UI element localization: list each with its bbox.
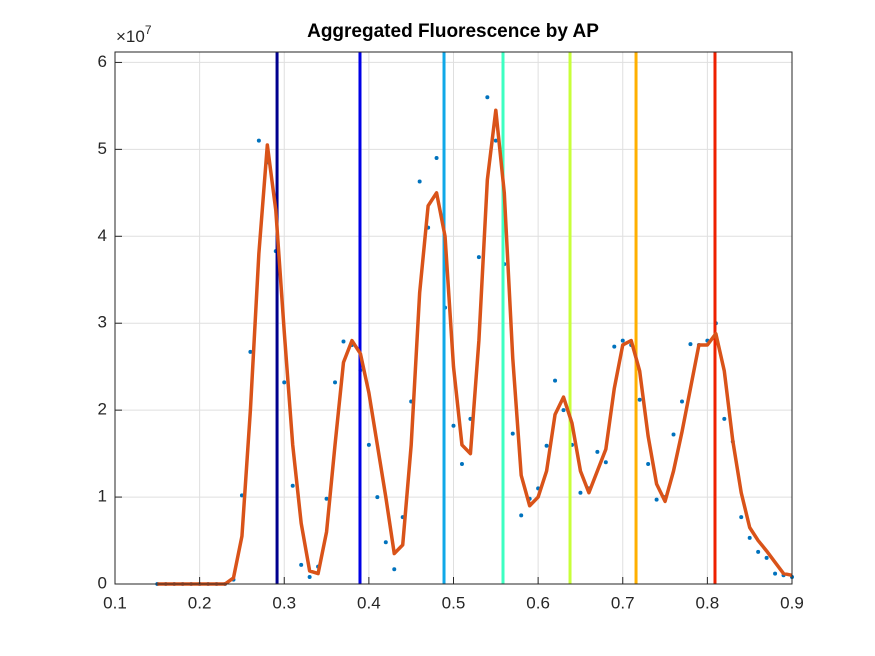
data-point <box>620 338 625 343</box>
data-point <box>375 495 380 500</box>
data-point <box>392 567 397 572</box>
data-point <box>679 399 684 404</box>
data-point <box>417 179 422 184</box>
data-point <box>307 575 312 580</box>
data-point <box>299 562 304 567</box>
data-point <box>773 571 778 576</box>
data-point <box>561 408 566 413</box>
data-point <box>493 138 498 143</box>
data-point <box>756 549 761 554</box>
data-point <box>544 443 549 448</box>
x-tick-label: 0.1 <box>103 593 127 612</box>
data-point <box>688 342 693 347</box>
data-point <box>485 95 490 100</box>
chart-title: Aggregated Fluorescence by AP <box>307 21 599 42</box>
y-tick-label: 5 <box>98 139 107 158</box>
data-point <box>578 490 583 495</box>
data-point <box>451 423 456 428</box>
x-tick-label: 0.2 <box>188 593 212 612</box>
data-point <box>519 513 524 518</box>
data-point <box>324 496 329 501</box>
data-point <box>637 397 642 402</box>
y-tick-label: 1 <box>98 487 107 506</box>
y-tick-label: 2 <box>98 400 107 419</box>
data-point <box>646 462 651 467</box>
data-point <box>476 255 481 260</box>
y-multiplier-base: ×10 <box>116 27 145 46</box>
x-tick-label: 0.8 <box>696 593 720 612</box>
data-point <box>764 555 769 560</box>
y-tick-label: 0 <box>98 573 107 592</box>
y-tick-label: 6 <box>98 52 107 71</box>
data-point <box>654 497 659 502</box>
data-point <box>333 380 338 385</box>
data-point <box>341 339 346 344</box>
data-point <box>739 515 744 520</box>
data-point <box>510 431 515 436</box>
x-tick-label: 0.9 <box>780 593 804 612</box>
data-point <box>434 156 439 161</box>
x-tick-label: 0.6 <box>526 593 550 612</box>
line-series <box>157 108 793 586</box>
data-point <box>459 462 464 467</box>
data-point <box>603 460 608 465</box>
data-point <box>747 535 752 540</box>
data-point <box>256 138 261 143</box>
x-tick-label: 0.5 <box>442 593 466 612</box>
y-tick-label: 4 <box>98 226 107 245</box>
y-multiplier: ×107 <box>116 23 152 46</box>
data-point <box>383 540 388 545</box>
data-point <box>553 378 558 383</box>
data-point <box>248 349 253 354</box>
data-point <box>366 442 371 447</box>
data-point <box>282 380 287 385</box>
data-point <box>595 449 600 454</box>
data-point <box>612 344 617 349</box>
y-multiplier-exponent: 7 <box>145 23 152 37</box>
data-point <box>290 483 295 488</box>
y-tick-label: 3 <box>98 313 107 332</box>
data-point <box>722 416 727 421</box>
x-tick-label: 0.3 <box>272 593 296 612</box>
data-point <box>671 432 676 437</box>
x-tick-label: 0.7 <box>611 593 635 612</box>
x-tick-label: 0.4 <box>357 593 381 612</box>
